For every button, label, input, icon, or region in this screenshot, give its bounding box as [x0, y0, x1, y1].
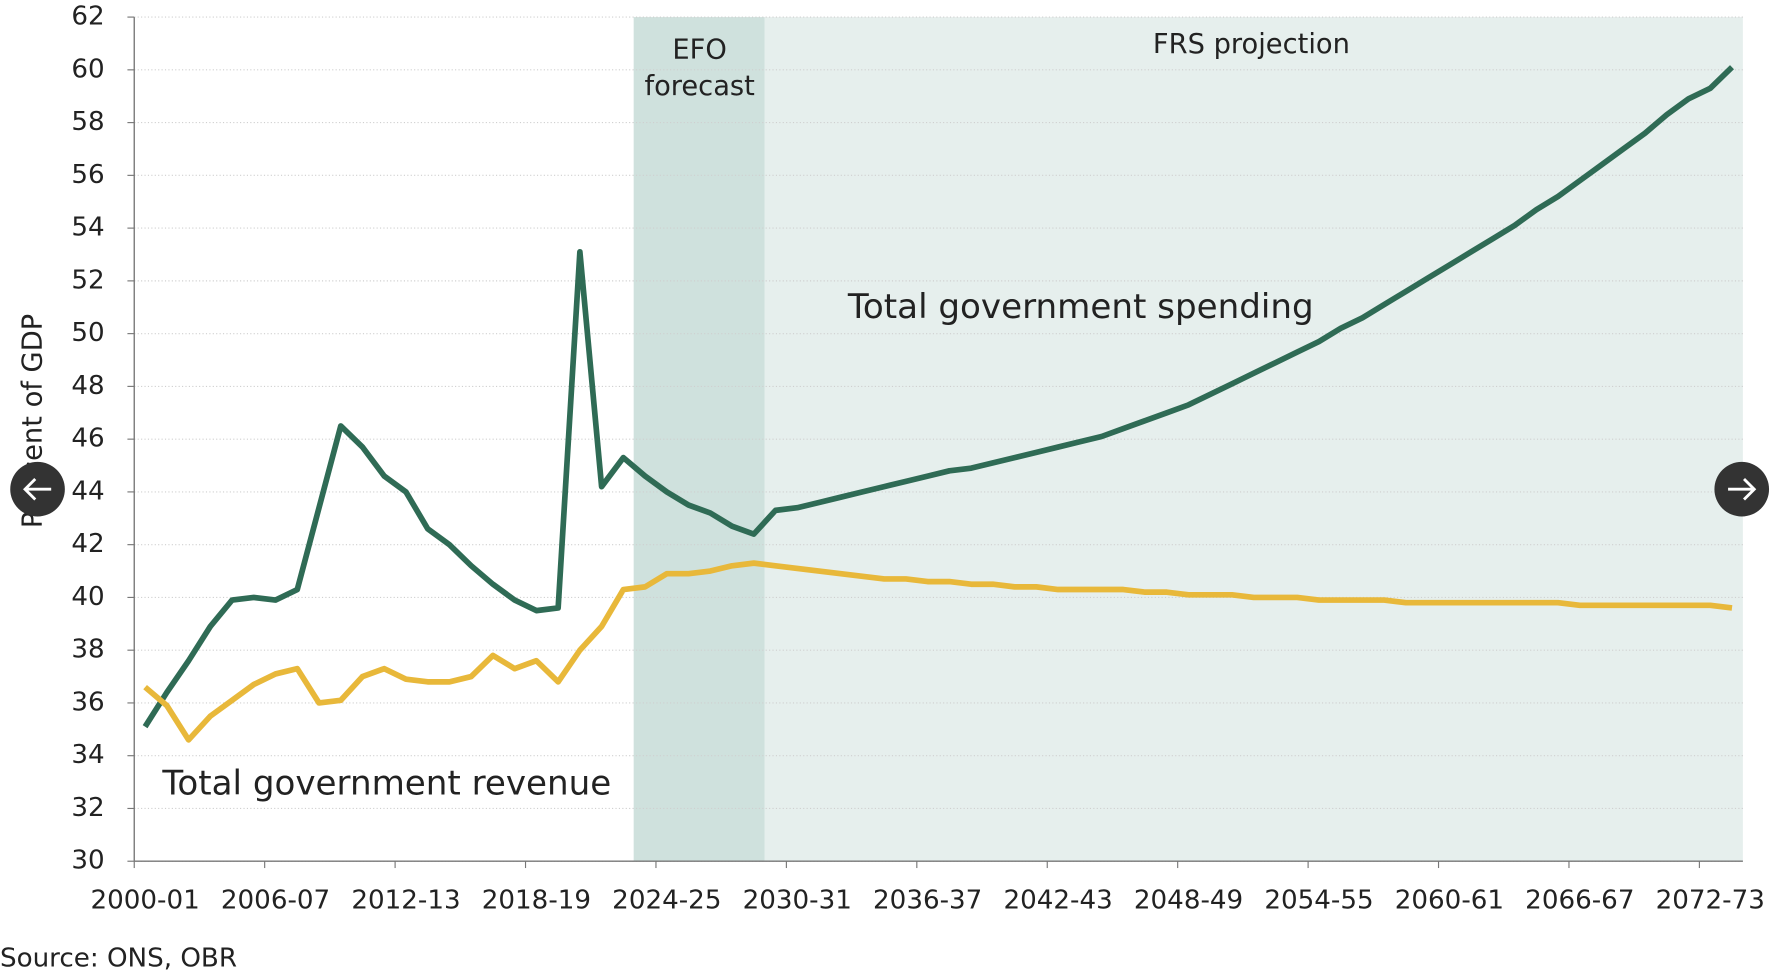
y-tick-label: 58	[71, 107, 104, 137]
y-tick-label: 60	[71, 54, 104, 84]
y-tick-label: 54	[71, 213, 104, 243]
y-tick-label: 62	[71, 2, 104, 32]
x-tick-label: 2018-19	[482, 886, 591, 916]
y-tick-label: 36	[71, 687, 104, 717]
x-tick-label: 2060-61	[1395, 886, 1504, 916]
y-tick-label: 50	[71, 318, 104, 348]
x-tick-label: 2012-13	[351, 886, 460, 916]
y-tick-label: 30	[71, 846, 104, 876]
series-line	[143, 560, 1733, 743]
y-tick-label: 42	[71, 529, 104, 559]
y-tick-label: 40	[71, 582, 104, 612]
x-tick-label: 2024-25	[612, 886, 721, 916]
y-tick-label: 52	[71, 265, 104, 295]
y-tick-label: 48	[71, 371, 104, 401]
y-tick-label: 56	[71, 160, 104, 190]
x-tick-label: 2066-67	[1525, 886, 1634, 916]
prev-button[interactable]	[10, 461, 65, 517]
series-label: Total government revenue	[161, 763, 611, 803]
x-tick-label: 2000-01	[90, 886, 199, 916]
x-tick-label: 2042-43	[1003, 886, 1112, 916]
lines	[142, 65, 1734, 743]
y-tick-label: 46	[71, 424, 104, 454]
x-tick-label: 2048-49	[1134, 886, 1243, 916]
y-tick-label: 44	[71, 476, 104, 506]
next-button[interactable]	[1714, 461, 1770, 517]
x-tick-label: 2072-73	[1656, 886, 1765, 916]
y-tick-label: 34	[71, 740, 104, 770]
y-tick-label: 38	[71, 635, 104, 665]
x-tick-label: 2036-37	[873, 886, 982, 916]
efo-label: EFO	[672, 35, 726, 66]
series-line	[142, 65, 1734, 729]
x-tick-label: 2030-31	[743, 886, 852, 916]
frs-label: FRS projection	[1153, 29, 1350, 60]
x-tick-label: 2006-07	[221, 886, 330, 916]
efo-label: forecast	[644, 71, 755, 102]
y-tick-label: 32	[71, 793, 104, 823]
source: Source: ONS, OBR	[0, 944, 237, 974]
x-tick-label: 2054-55	[1264, 886, 1373, 916]
series-label: Total government spending	[847, 287, 1314, 327]
grid: 30 32 34 36 38 40 42 44 46 48 50 52 54 56 58 60 62 2000-0…	[71, 2, 1765, 916]
